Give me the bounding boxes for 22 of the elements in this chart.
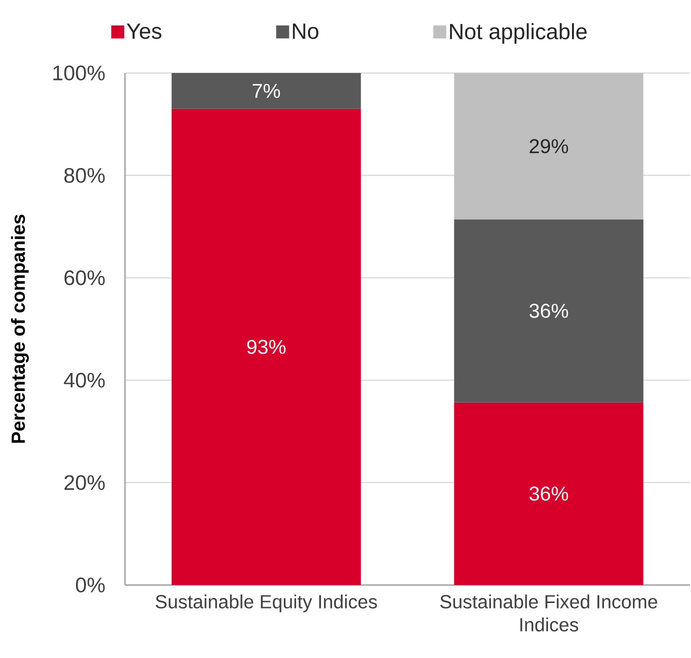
bar bbox=[454, 402, 644, 585]
bar bbox=[172, 108, 361, 585]
data-label: 36% bbox=[530, 486, 568, 501]
data-label: 36% bbox=[530, 304, 568, 318]
data-label: 29% bbox=[530, 139, 568, 154]
y-tick-label: 0% bbox=[76, 578, 105, 592]
y-tick-label: 60% bbox=[64, 270, 105, 286]
y-tick-label: 20% bbox=[64, 475, 105, 490]
legend-label: Yes bbox=[126, 24, 162, 39]
bar bbox=[172, 72, 361, 109]
bar bbox=[454, 72, 644, 220]
legend-label: Not applicable bbox=[450, 23, 587, 44]
y-tick-label: 100% bbox=[53, 66, 105, 80]
data-label: 7% bbox=[252, 84, 280, 98]
x-tick-label: Sustainable Fixed Income Indices bbox=[440, 594, 658, 632]
y-axis-title: Percentage of companies bbox=[11, 214, 29, 443]
data-label: 93% bbox=[247, 340, 286, 354]
bar bbox=[454, 219, 644, 402]
y-tick-label: 40% bbox=[64, 372, 105, 388]
y-tick-label: 80% bbox=[64, 168, 105, 183]
x-tick-label: Sustainable Equity Indices bbox=[156, 594, 377, 612]
legend-label: No bbox=[292, 24, 318, 39]
